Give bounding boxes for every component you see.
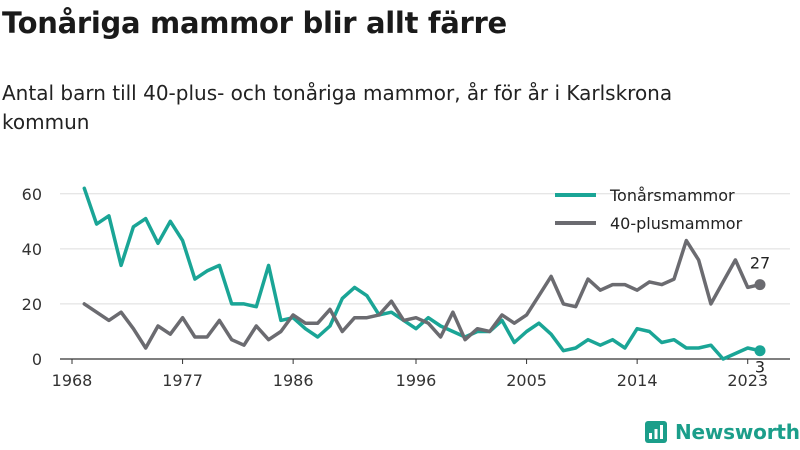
legend-label: 40-plusmammor bbox=[610, 214, 743, 233]
x-tick-label: 2014 bbox=[617, 371, 658, 390]
brand-logo: Newsworthy bbox=[645, 420, 800, 444]
x-tick-label: 2023 bbox=[727, 371, 768, 390]
y-tick-label: 0 bbox=[32, 350, 42, 369]
series-end-label: 3 bbox=[755, 358, 765, 377]
line-chart: 0 20 40 60 1968 1977 1986 1996 2005 2014 2023 3 27… bbox=[22, 185, 790, 390]
y-tick-label: 20 bbox=[22, 295, 42, 314]
y-tick-label: 40 bbox=[22, 240, 42, 259]
x-tick-label: 1996 bbox=[396, 371, 437, 390]
x-tick-label: 1968 bbox=[52, 371, 93, 390]
chart-subtitle: Antal barn till 40-plus- och tonåriga ma… bbox=[2, 81, 673, 134]
series-end-label: 27 bbox=[750, 254, 770, 273]
newsworthy-logo-icon bbox=[645, 421, 667, 443]
grid-lines bbox=[60, 193, 790, 360]
series-line bbox=[82, 186, 762, 361]
x-tick-label: 2005 bbox=[506, 371, 547, 390]
x-tick-label: 1977 bbox=[162, 371, 203, 390]
legend-label: Tonårsmammor bbox=[609, 186, 735, 205]
legend: Tonårsmammor 40-plusmammor bbox=[555, 186, 743, 233]
series-line bbox=[82, 238, 762, 350]
series-lines: 3 27 bbox=[82, 186, 770, 377]
series-end-point bbox=[754, 279, 766, 291]
x-axis-ticks: 1968 1977 1986 1996 2005 2014 2023 bbox=[52, 359, 768, 390]
brand-name: Newsworthy bbox=[675, 420, 800, 444]
x-tick-label: 1986 bbox=[273, 371, 314, 390]
y-axis-ticks: 0 20 40 60 bbox=[22, 185, 42, 369]
y-tick-label: 60 bbox=[22, 185, 42, 204]
series-end-point bbox=[754, 345, 766, 357]
chart-title: Tonåriga mammor blir allt färre bbox=[2, 6, 507, 40]
